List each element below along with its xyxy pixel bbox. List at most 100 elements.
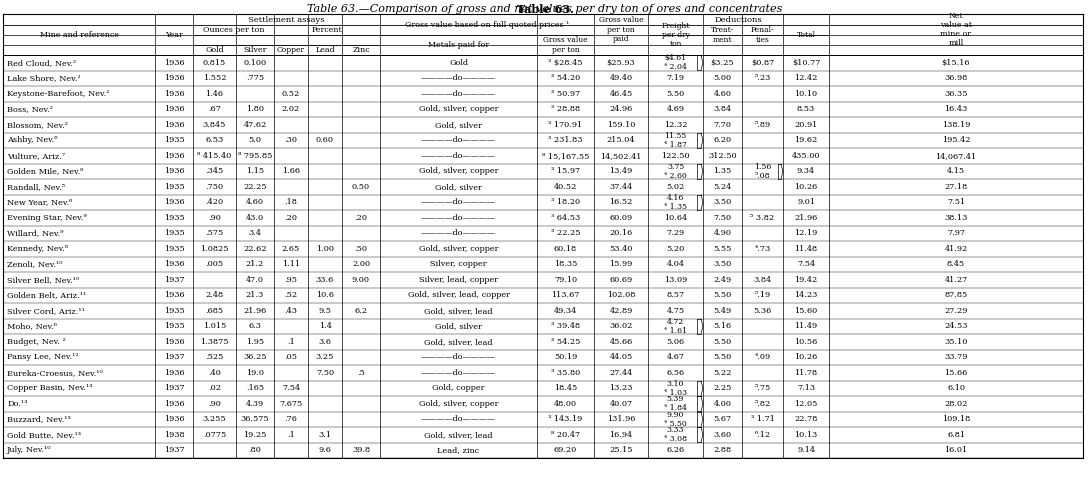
- Text: ⁵.19: ⁵.19: [754, 291, 771, 299]
- Text: 1937: 1937: [164, 353, 184, 361]
- Text: .20: .20: [354, 214, 367, 222]
- Text: .90: .90: [208, 400, 221, 408]
- Text: ³ 1.71: ³ 1.71: [751, 415, 774, 423]
- Text: 1935: 1935: [164, 214, 184, 222]
- Text: Penal-
ties: Penal- ties: [751, 26, 774, 44]
- Text: 20.91: 20.91: [795, 121, 818, 129]
- Text: 5.50: 5.50: [713, 291, 731, 299]
- Text: .775: .775: [246, 74, 264, 82]
- Text: 24.53: 24.53: [944, 322, 968, 330]
- Text: Lead, zinc: Lead, zinc: [437, 446, 480, 454]
- Text: 22.25: 22.25: [243, 183, 267, 191]
- Text: ⁴ 2.04: ⁴ 2.04: [664, 63, 687, 71]
- Text: 10.6: 10.6: [316, 291, 334, 299]
- Text: .95: .95: [284, 276, 298, 284]
- Text: 4.67: 4.67: [666, 353, 685, 361]
- Text: 36.02: 36.02: [609, 322, 632, 330]
- Text: 0.50: 0.50: [352, 183, 371, 191]
- Text: 1936: 1936: [164, 260, 184, 268]
- Text: ³ 54.25: ³ 54.25: [550, 338, 580, 346]
- Text: 1936: 1936: [164, 121, 184, 129]
- Text: 1937: 1937: [164, 276, 184, 284]
- Text: 122.50: 122.50: [662, 152, 690, 160]
- Text: 5.67: 5.67: [714, 415, 731, 423]
- Text: 3.50: 3.50: [713, 260, 731, 268]
- Text: .685: .685: [205, 307, 223, 315]
- Text: $10.77: $10.77: [791, 59, 820, 67]
- Text: ————do————: ————do————: [421, 353, 496, 361]
- Text: 33.6: 33.6: [316, 276, 335, 284]
- Text: Kennedy, Nev.⁶: Kennedy, Nev.⁶: [7, 245, 68, 253]
- Text: 131.96: 131.96: [607, 415, 635, 423]
- Text: Gold Butte, Nev.¹³: Gold Butte, Nev.¹³: [7, 431, 81, 439]
- Text: .20: .20: [284, 214, 298, 222]
- Text: 3.33: 3.33: [667, 426, 685, 434]
- Text: .52: .52: [284, 291, 298, 299]
- Text: 60.69: 60.69: [609, 276, 632, 284]
- Text: Lake Shore, Nev.²: Lake Shore, Nev.²: [7, 74, 81, 82]
- Text: 41.27: 41.27: [944, 276, 968, 284]
- Text: 1937: 1937: [164, 446, 184, 454]
- Text: Copper: Copper: [277, 46, 305, 54]
- Text: .50: .50: [354, 245, 367, 253]
- Text: Buzzard, Nev.¹³: Buzzard, Nev.¹³: [7, 415, 71, 423]
- Text: Copper Basin, Nev.¹³: Copper Basin, Nev.¹³: [7, 384, 93, 392]
- Text: 16.43: 16.43: [944, 105, 968, 113]
- Text: .420: .420: [205, 198, 223, 206]
- Text: 1936: 1936: [164, 59, 184, 67]
- Text: ³ 35.80: ³ 35.80: [550, 369, 580, 377]
- Text: 36.575: 36.575: [241, 415, 269, 423]
- Text: Metals paid for: Metals paid for: [428, 41, 489, 49]
- Text: 4.72: 4.72: [667, 318, 685, 326]
- Text: ————do————: ————do————: [421, 369, 496, 377]
- Text: 19.62: 19.62: [795, 136, 818, 144]
- Text: ⁴.73: ⁴.73: [754, 245, 771, 253]
- Text: 42.89: 42.89: [609, 307, 632, 315]
- Text: 2.25: 2.25: [713, 384, 731, 392]
- Text: 19.0: 19.0: [246, 369, 264, 377]
- Text: .750: .750: [205, 183, 223, 191]
- Text: ³ 231.83: ³ 231.83: [548, 136, 583, 144]
- Text: 4.60: 4.60: [714, 90, 731, 98]
- Text: Net
value at
mine or
mill: Net value at mine or mill: [940, 11, 972, 47]
- Text: 10.13: 10.13: [795, 431, 818, 439]
- Text: 37.44: 37.44: [609, 183, 632, 191]
- Text: 2.49: 2.49: [714, 276, 731, 284]
- Text: .525: .525: [205, 353, 223, 361]
- Text: ³ 170.91: ³ 170.91: [548, 121, 582, 129]
- Text: Gold, silver: Gold, silver: [435, 322, 482, 330]
- Text: 1.66: 1.66: [282, 167, 300, 175]
- Text: Settlement assays: Settlement assays: [249, 15, 325, 23]
- Text: ⁵.82: ⁵.82: [754, 400, 771, 408]
- Text: 13.49: 13.49: [609, 167, 632, 175]
- Text: Ashby, Nev.⁶: Ashby, Nev.⁶: [7, 136, 58, 144]
- Text: 1936: 1936: [164, 74, 184, 82]
- Text: 19.42: 19.42: [795, 276, 818, 284]
- Text: 4.90: 4.90: [714, 229, 731, 237]
- Text: 11.55: 11.55: [665, 132, 687, 140]
- Text: 6.53: 6.53: [205, 136, 223, 144]
- Text: Gold, silver, lead: Gold, silver, lead: [424, 338, 493, 346]
- Text: 4.15: 4.15: [947, 167, 965, 175]
- Text: 19.25: 19.25: [243, 431, 267, 439]
- Text: Year: Year: [165, 30, 183, 38]
- Text: Gold, silver, lead, copper: Gold, silver, lead, copper: [408, 291, 509, 299]
- Text: 4.75: 4.75: [666, 307, 685, 315]
- Text: 159.10: 159.10: [607, 121, 635, 129]
- Text: ³ 50.97: ³ 50.97: [550, 90, 580, 98]
- Text: 5.55: 5.55: [713, 245, 731, 253]
- Text: ³ 22.25: ³ 22.25: [550, 229, 580, 237]
- Text: 41.92: 41.92: [944, 245, 968, 253]
- Text: 4.69: 4.69: [666, 105, 685, 113]
- Text: 49.40: 49.40: [609, 74, 632, 82]
- Text: ³ 54.20: ³ 54.20: [550, 74, 580, 82]
- Text: 1937: 1937: [164, 384, 184, 392]
- Text: 1936: 1936: [164, 338, 184, 346]
- Text: 1935: 1935: [164, 307, 184, 315]
- Text: 13.23: 13.23: [609, 384, 633, 392]
- Text: Deductions: Deductions: [715, 15, 762, 23]
- Text: 1935: 1935: [164, 322, 184, 330]
- Text: 7.675: 7.675: [279, 400, 303, 408]
- Text: 5.36: 5.36: [753, 307, 772, 315]
- Text: 27.44: 27.44: [609, 369, 632, 377]
